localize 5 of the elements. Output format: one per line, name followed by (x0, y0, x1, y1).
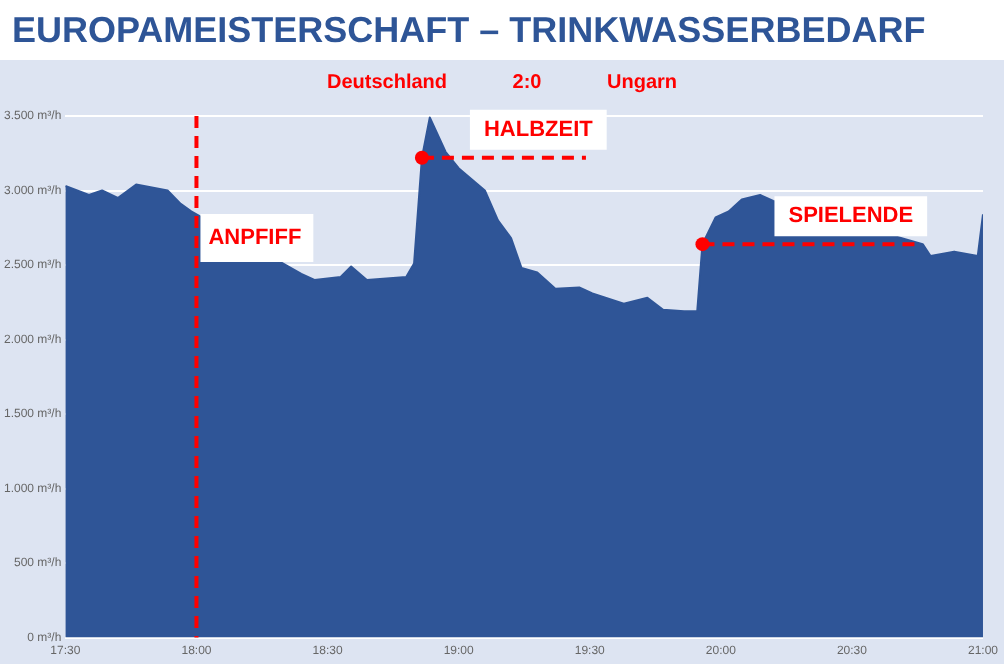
annotation: SPIELENDE (788, 204, 914, 229)
chart-title: EUROPAMEISTERSCHAFT – TRINKWASSERBEDARF (0, 0, 1004, 60)
ref-line-label: ANPFIFF (208, 226, 302, 251)
annotation: HALBZEIT (483, 117, 594, 142)
chart-subtitle: Deutschland 2:0 Ungarn (324, 72, 680, 94)
